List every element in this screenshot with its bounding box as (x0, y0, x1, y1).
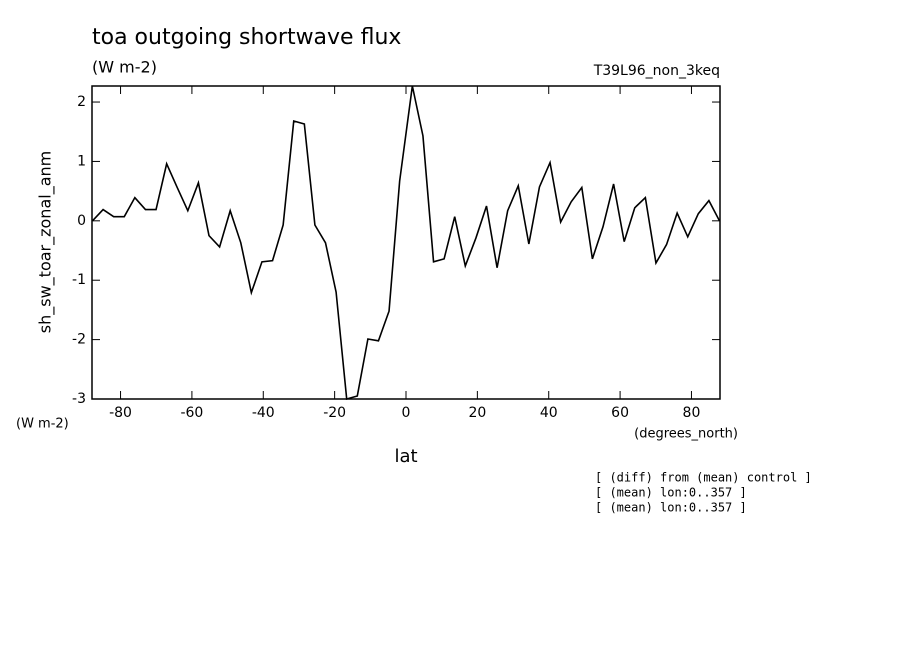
y-axis-label: sh_sw_toar_zonal_anm (36, 151, 56, 333)
x-tick-label: 20 (468, 405, 486, 421)
y-tick-label: 2 (77, 94, 86, 110)
x-tick-label: 40 (540, 405, 558, 421)
y-axis-units: (W m-2) (16, 417, 69, 432)
x-tick-label: 80 (683, 405, 701, 421)
y-tick-label: -3 (72, 391, 86, 407)
note-line: [ (mean) lon:0..357 ] (595, 501, 747, 515)
note-line: [ (mean) lon:0..357 ] (595, 486, 747, 500)
x-axis-units: (degrees_north) (634, 427, 738, 442)
x-tick-label: -60 (180, 405, 203, 421)
y-tick-label: -1 (72, 272, 86, 288)
x-tick-label: -40 (252, 405, 275, 421)
chart-title: toa outgoing shortwave flux (92, 25, 401, 50)
y-tick-label: -2 (72, 332, 86, 348)
y-tick-label: 1 (77, 153, 86, 169)
chart-subtitle: (W m-2) (92, 58, 157, 77)
x-tick-label: 0 (402, 405, 411, 421)
x-tick-label: -20 (323, 405, 346, 421)
data-line (91, 85, 721, 401)
x-tick-label: -80 (109, 405, 132, 421)
notes: [ (diff) from (mean) control ][ (mean) l… (595, 471, 812, 515)
y-tick-label: 0 (77, 213, 86, 229)
x-tick-label: 60 (611, 405, 629, 421)
x-axis-label: lat (394, 446, 417, 467)
note-line: [ (diff) from (mean) control ] (595, 471, 812, 485)
run-label: T39L96_non_3keq (593, 63, 720, 79)
